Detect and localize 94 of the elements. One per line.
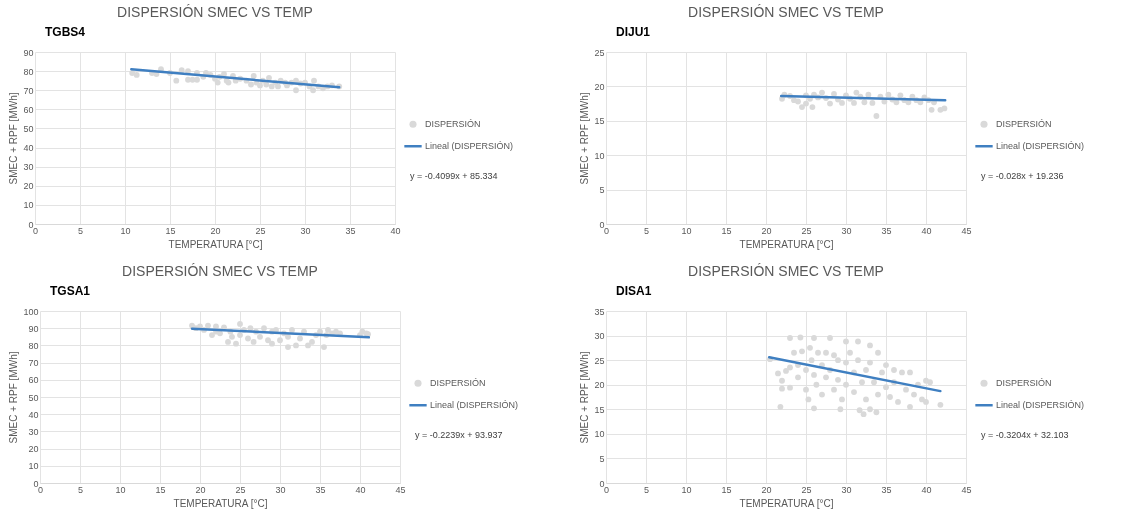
- x-tick-label: 25: [801, 225, 812, 236]
- x-axis-title: TEMPERATURA [°C]: [168, 238, 263, 250]
- x-tick-label: 15: [165, 225, 176, 236]
- y-tick-label: 50: [28, 392, 39, 403]
- y-tick-label: 5: [599, 185, 605, 196]
- x-tick-label: 45: [961, 225, 972, 236]
- y-axis-title: SMEC + RPF [MWh]: [8, 351, 20, 444]
- chart-title: DISPERSIÓN SMEC VS TEMP: [688, 263, 884, 279]
- x-tick-label: 35: [881, 484, 892, 495]
- x-tick-label: 40: [390, 225, 401, 236]
- y-tick-label: 80: [28, 340, 39, 351]
- x-tick-label: 5: [77, 225, 84, 236]
- x-tick-label: 10: [120, 225, 131, 236]
- legend-label: DISPERSIÓN: [430, 378, 486, 389]
- y-tick-label: 70: [28, 358, 39, 369]
- text: TGBS4: [45, 25, 86, 39]
- legend-label: Lineal (DISPERSIÓN): [996, 141, 1085, 152]
- y-tick-label: 70: [23, 85, 34, 96]
- x-tick-label: 35: [881, 225, 892, 236]
- x-tick-label: 5: [77, 484, 84, 495]
- y-tick-label: 40: [28, 409, 39, 420]
- x-tick-label: 5: [643, 484, 650, 495]
- x-tick-label: 40: [921, 484, 932, 495]
- y-tick-label: 15: [594, 116, 605, 127]
- x-tick-label: 35: [315, 484, 326, 495]
- y-tick-label: 60: [28, 375, 39, 386]
- x-tick-label: 30: [841, 225, 852, 236]
- y-tick-label: 80: [23, 66, 34, 77]
- x-tick-label: 15: [721, 484, 732, 495]
- y-tick-label: 40: [23, 143, 34, 154]
- y-tick-label: 25: [594, 355, 605, 366]
- text: TGSA1: [50, 284, 91, 298]
- y-tick-label: 100: [23, 306, 39, 317]
- x-tick-label: 25: [801, 484, 812, 495]
- text: y = -0.3204x + 32.103: [981, 430, 1069, 441]
- y-tick-label: 10: [28, 461, 39, 472]
- x-tick-label: 45: [961, 484, 972, 495]
- x-tick-label: 45: [395, 484, 406, 495]
- y-tick-label: 60: [23, 104, 34, 115]
- y-tick-label: 20: [28, 444, 39, 455]
- y-tick-label: 30: [594, 331, 605, 342]
- legend-label: DISPERSIÓN: [996, 119, 1052, 130]
- x-tick-label: 5: [643, 225, 650, 236]
- y-tick-label: 90: [23, 47, 34, 58]
- y-axis-title: SMEC + RPF [MWh]: [579, 351, 591, 444]
- x-axis-title: TEMPERATURA [°C]: [739, 497, 834, 509]
- x-tick-label: 30: [275, 484, 286, 495]
- legend-label: Lineal (DISPERSIÓN): [996, 400, 1085, 411]
- chart-title: DISPERSIÓN SMEC VS TEMP: [117, 4, 313, 20]
- y-tick-label: 20: [23, 181, 34, 192]
- x-tick-label: 25: [255, 225, 266, 236]
- x-tick-label: 35: [345, 225, 356, 236]
- x-tick-label: 30: [300, 225, 311, 236]
- y-tick-label: 15: [594, 404, 605, 415]
- y-axis-title: SMEC + RPF [MWh]: [8, 92, 20, 185]
- text: y = -0.2239x + 93.937: [415, 430, 503, 441]
- y-tick-label: 10: [23, 200, 34, 211]
- chart-title: DISPERSIÓN SMEC VS TEMP: [122, 263, 318, 279]
- y-tick-label: 20: [594, 380, 605, 391]
- legend-label: DISPERSIÓN: [425, 119, 481, 130]
- y-tick-label: 30: [23, 162, 34, 173]
- chart-title: DISPERSIÓN SMEC VS TEMP: [688, 4, 884, 20]
- y-tick-label: 35: [594, 306, 605, 317]
- x-tick-label: 10: [681, 225, 692, 236]
- y-tick-label: 10: [594, 150, 605, 161]
- legend-label: DISPERSIÓN: [996, 378, 1052, 389]
- y-tick-label: 90: [28, 323, 39, 334]
- x-tick-label: 20: [210, 225, 221, 236]
- y-tick-label: 5: [599, 453, 605, 464]
- x-axis-title: TEMPERATURA [°C]: [173, 497, 268, 509]
- x-tick-label: 20: [761, 225, 772, 236]
- x-tick-label: 20: [761, 484, 772, 495]
- text: DISA1: [616, 284, 652, 298]
- y-tick-label: 25: [594, 47, 605, 58]
- x-tick-label: 10: [115, 484, 126, 495]
- y-tick-label: 30: [28, 426, 39, 437]
- x-tick-label: 10: [681, 484, 692, 495]
- y-axis-title: SMEC + RPF [MWh]: [579, 92, 591, 185]
- x-tick-label: 25: [235, 484, 246, 495]
- text: y = -0.4099x + 85.334: [410, 171, 498, 182]
- y-tick-label: 10: [594, 429, 605, 440]
- x-tick-label: 30: [841, 484, 852, 495]
- x-tick-label: 15: [721, 225, 732, 236]
- x-tick-label: 40: [921, 225, 932, 236]
- legend-label: Lineal (DISPERSIÓN): [425, 141, 514, 152]
- legend-label: Lineal (DISPERSIÓN): [430, 400, 519, 411]
- x-tick-label: 15: [155, 484, 166, 495]
- x-axis-title: TEMPERATURA [°C]: [739, 238, 834, 250]
- text: DIJU1: [616, 25, 651, 39]
- y-tick-label: 50: [23, 123, 34, 134]
- x-tick-label: 40: [355, 484, 366, 495]
- text: y = -0.028x + 19.236: [981, 171, 1064, 182]
- y-tick-label: 20: [594, 81, 605, 92]
- x-tick-label: 20: [195, 484, 206, 495]
